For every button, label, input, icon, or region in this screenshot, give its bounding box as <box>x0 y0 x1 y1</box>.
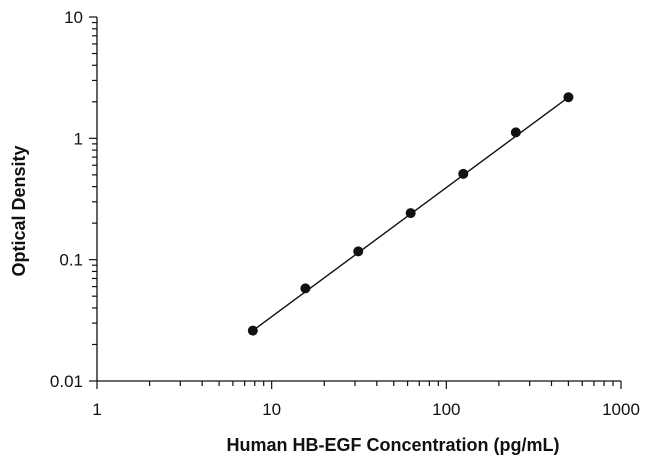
y-tick-label: 1 <box>74 129 83 148</box>
data-point <box>405 208 416 219</box>
data-point <box>563 92 574 103</box>
y-tick-label: 10 <box>64 8 83 27</box>
data-point <box>458 168 469 179</box>
y-axis-ticks: 0.01 0.1 1 10 <box>50 8 97 391</box>
x-axis-title: Human HB-EGF Concentration (pg/mL) <box>227 435 560 455</box>
x-tick-label: 10 <box>262 400 281 419</box>
x-tick-label: 1 <box>92 400 101 419</box>
plot-area <box>247 92 574 336</box>
data-point <box>353 246 364 257</box>
y-axis-title: Optical Density <box>9 145 29 276</box>
x-tick-label: 100 <box>432 400 460 419</box>
x-tick-label: 1000 <box>602 400 640 419</box>
data-point <box>300 283 311 294</box>
y-tick-label: 0.1 <box>59 251 83 270</box>
data-point <box>510 127 521 138</box>
axes: 1 10 100 1000 0.01 0.1 1 10 <box>50 8 640 419</box>
x-axis-ticks: 1 10 100 1000 <box>92 381 640 419</box>
data-point <box>247 325 258 336</box>
y-tick-label: 0.01 <box>50 372 83 391</box>
